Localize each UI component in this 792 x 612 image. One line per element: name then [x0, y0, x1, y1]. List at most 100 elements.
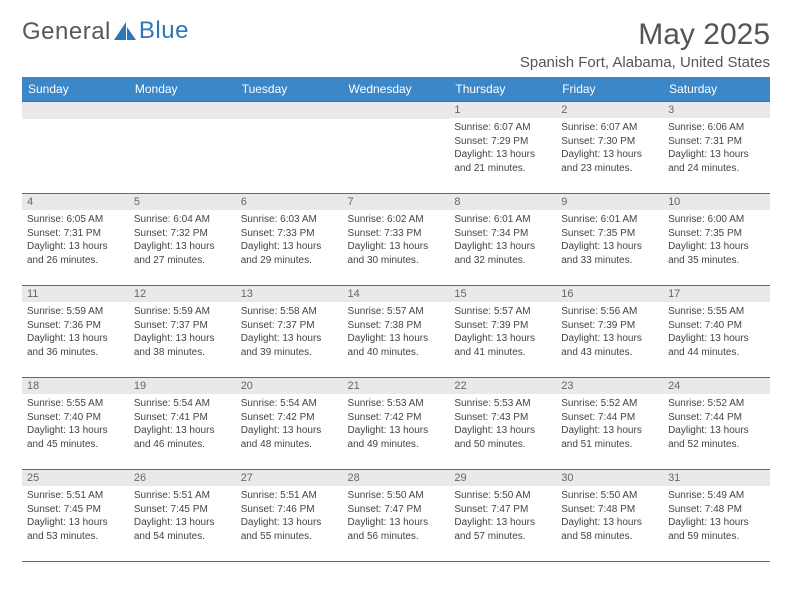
sunset-line: Sunset: 7:29 PM	[454, 135, 551, 149]
day-number: 16	[556, 286, 663, 302]
sunrise-line: Sunrise: 5:50 AM	[348, 489, 445, 503]
sunrise-line: Sunrise: 5:56 AM	[561, 305, 658, 319]
calendar-table: SundayMondayTuesdayWednesdayThursdayFrid…	[22, 77, 770, 562]
day-number: 17	[663, 286, 770, 302]
calendar-day-cell: 2Sunrise: 6:07 AMSunset: 7:30 PMDaylight…	[556, 102, 663, 194]
sunset-line: Sunset: 7:40 PM	[27, 411, 124, 425]
day-details: Sunrise: 5:55 AMSunset: 7:40 PMDaylight:…	[22, 394, 129, 455]
day-number: 20	[236, 378, 343, 394]
day-details: Sunrise: 6:01 AMSunset: 7:34 PMDaylight:…	[449, 210, 556, 271]
weekday-header: Saturday	[663, 77, 770, 102]
calendar-week-row: 11Sunrise: 5:59 AMSunset: 7:36 PMDayligh…	[22, 286, 770, 378]
calendar-day-cell: 17Sunrise: 5:55 AMSunset: 7:40 PMDayligh…	[663, 286, 770, 378]
day-number: 27	[236, 470, 343, 486]
calendar-day-cell: 27Sunrise: 5:51 AMSunset: 7:46 PMDayligh…	[236, 470, 343, 562]
day-number: 14	[343, 286, 450, 302]
page-title: May 2025	[520, 18, 770, 52]
sunset-line: Sunset: 7:38 PM	[348, 319, 445, 333]
sunrise-line: Sunrise: 5:55 AM	[668, 305, 765, 319]
sunrise-line: Sunrise: 6:07 AM	[454, 121, 551, 135]
sunset-line: Sunset: 7:33 PM	[241, 227, 338, 241]
day-number: 31	[663, 470, 770, 486]
day-details: Sunrise: 5:50 AMSunset: 7:47 PMDaylight:…	[343, 486, 450, 547]
day-number: 7	[343, 194, 450, 210]
day-number: 9	[556, 194, 663, 210]
sunset-line: Sunset: 7:39 PM	[454, 319, 551, 333]
sunset-line: Sunset: 7:37 PM	[134, 319, 231, 333]
brand-logo: General Blue	[22, 18, 189, 46]
day-details: Sunrise: 5:59 AMSunset: 7:37 PMDaylight:…	[129, 302, 236, 363]
daylight-line: Daylight: 13 hours and 44 minutes.	[668, 332, 765, 359]
sunset-line: Sunset: 7:42 PM	[241, 411, 338, 425]
calendar-day-cell: 18Sunrise: 5:55 AMSunset: 7:40 PMDayligh…	[22, 378, 129, 470]
day-details: Sunrise: 6:00 AMSunset: 7:35 PMDaylight:…	[663, 210, 770, 271]
calendar-empty-cell	[343, 102, 450, 194]
sunrise-line: Sunrise: 5:55 AM	[27, 397, 124, 411]
brand-sail-icon	[112, 20, 138, 44]
day-details: Sunrise: 6:01 AMSunset: 7:35 PMDaylight:…	[556, 210, 663, 271]
calendar-day-cell: 6Sunrise: 6:03 AMSunset: 7:33 PMDaylight…	[236, 194, 343, 286]
calendar-day-cell: 26Sunrise: 5:51 AMSunset: 7:45 PMDayligh…	[129, 470, 236, 562]
weekday-header: Sunday	[22, 77, 129, 102]
sunset-line: Sunset: 7:35 PM	[561, 227, 658, 241]
calendar-day-cell: 29Sunrise: 5:50 AMSunset: 7:47 PMDayligh…	[449, 470, 556, 562]
daylight-line: Daylight: 13 hours and 55 minutes.	[241, 516, 338, 543]
day-number: 1	[449, 102, 556, 118]
day-details: Sunrise: 5:51 AMSunset: 7:45 PMDaylight:…	[22, 486, 129, 547]
sunset-line: Sunset: 7:48 PM	[561, 503, 658, 517]
daylight-line: Daylight: 13 hours and 21 minutes.	[454, 148, 551, 175]
calendar-day-cell: 10Sunrise: 6:00 AMSunset: 7:35 PMDayligh…	[663, 194, 770, 286]
sunset-line: Sunset: 7:31 PM	[27, 227, 124, 241]
day-details: Sunrise: 5:58 AMSunset: 7:37 PMDaylight:…	[236, 302, 343, 363]
calendar-day-cell: 22Sunrise: 5:53 AMSunset: 7:43 PMDayligh…	[449, 378, 556, 470]
daylight-line: Daylight: 13 hours and 53 minutes.	[27, 516, 124, 543]
calendar-day-cell: 12Sunrise: 5:59 AMSunset: 7:37 PMDayligh…	[129, 286, 236, 378]
day-details: Sunrise: 5:57 AMSunset: 7:38 PMDaylight:…	[343, 302, 450, 363]
day-number: 28	[343, 470, 450, 486]
day-details: Sunrise: 5:54 AMSunset: 7:41 PMDaylight:…	[129, 394, 236, 455]
day-number: 18	[22, 378, 129, 394]
daylight-line: Daylight: 13 hours and 59 minutes.	[668, 516, 765, 543]
daylight-line: Daylight: 13 hours and 24 minutes.	[668, 148, 765, 175]
sunset-line: Sunset: 7:45 PM	[27, 503, 124, 517]
day-number: 15	[449, 286, 556, 302]
calendar-day-cell: 15Sunrise: 5:57 AMSunset: 7:39 PMDayligh…	[449, 286, 556, 378]
sunset-line: Sunset: 7:45 PM	[134, 503, 231, 517]
sunrise-line: Sunrise: 6:04 AM	[134, 213, 231, 227]
daylight-line: Daylight: 13 hours and 43 minutes.	[561, 332, 658, 359]
calendar-empty-cell	[129, 102, 236, 194]
daylight-line: Daylight: 13 hours and 56 minutes.	[348, 516, 445, 543]
day-details: Sunrise: 5:55 AMSunset: 7:40 PMDaylight:…	[663, 302, 770, 363]
sunrise-line: Sunrise: 5:59 AM	[134, 305, 231, 319]
brand-word-2: Blue	[139, 20, 189, 42]
day-details: Sunrise: 6:06 AMSunset: 7:31 PMDaylight:…	[663, 118, 770, 179]
daylight-line: Daylight: 13 hours and 48 minutes.	[241, 424, 338, 451]
daylight-line: Daylight: 13 hours and 38 minutes.	[134, 332, 231, 359]
daylight-line: Daylight: 13 hours and 30 minutes.	[348, 240, 445, 267]
daylight-line: Daylight: 13 hours and 32 minutes.	[454, 240, 551, 267]
day-details: Sunrise: 5:52 AMSunset: 7:44 PMDaylight:…	[663, 394, 770, 455]
day-details: Sunrise: 6:05 AMSunset: 7:31 PMDaylight:…	[22, 210, 129, 271]
sunrise-line: Sunrise: 5:51 AM	[241, 489, 338, 503]
sunset-line: Sunset: 7:33 PM	[348, 227, 445, 241]
day-number: 23	[556, 378, 663, 394]
calendar-day-cell: 30Sunrise: 5:50 AMSunset: 7:48 PMDayligh…	[556, 470, 663, 562]
day-number: 26	[129, 470, 236, 486]
calendar-week-row: 25Sunrise: 5:51 AMSunset: 7:45 PMDayligh…	[22, 470, 770, 562]
day-details: Sunrise: 5:56 AMSunset: 7:39 PMDaylight:…	[556, 302, 663, 363]
calendar-day-cell: 9Sunrise: 6:01 AMSunset: 7:35 PMDaylight…	[556, 194, 663, 286]
sunrise-line: Sunrise: 5:59 AM	[27, 305, 124, 319]
calendar-day-cell: 16Sunrise: 5:56 AMSunset: 7:39 PMDayligh…	[556, 286, 663, 378]
page-header: General Blue May 2025 Spanish Fort, Alab…	[22, 18, 770, 71]
day-number: 6	[236, 194, 343, 210]
calendar-day-cell: 1 Sunrise: 6:07 AMSunset: 7:29 PMDaylight…	[449, 102, 556, 194]
calendar-week-row: 4Sunrise: 6:05 AMSunset: 7:31 PMDaylight…	[22, 194, 770, 286]
sunrise-line: Sunrise: 5:51 AM	[27, 489, 124, 503]
sunrise-line: Sunrise: 6:06 AM	[668, 121, 765, 135]
daylight-line: Daylight: 13 hours and 57 minutes.	[454, 516, 551, 543]
daylight-line: Daylight: 13 hours and 29 minutes.	[241, 240, 338, 267]
sunset-line: Sunset: 7:40 PM	[668, 319, 765, 333]
sunrise-line: Sunrise: 6:02 AM	[348, 213, 445, 227]
sunset-line: Sunset: 7:35 PM	[668, 227, 765, 241]
day-number: 25	[22, 470, 129, 486]
